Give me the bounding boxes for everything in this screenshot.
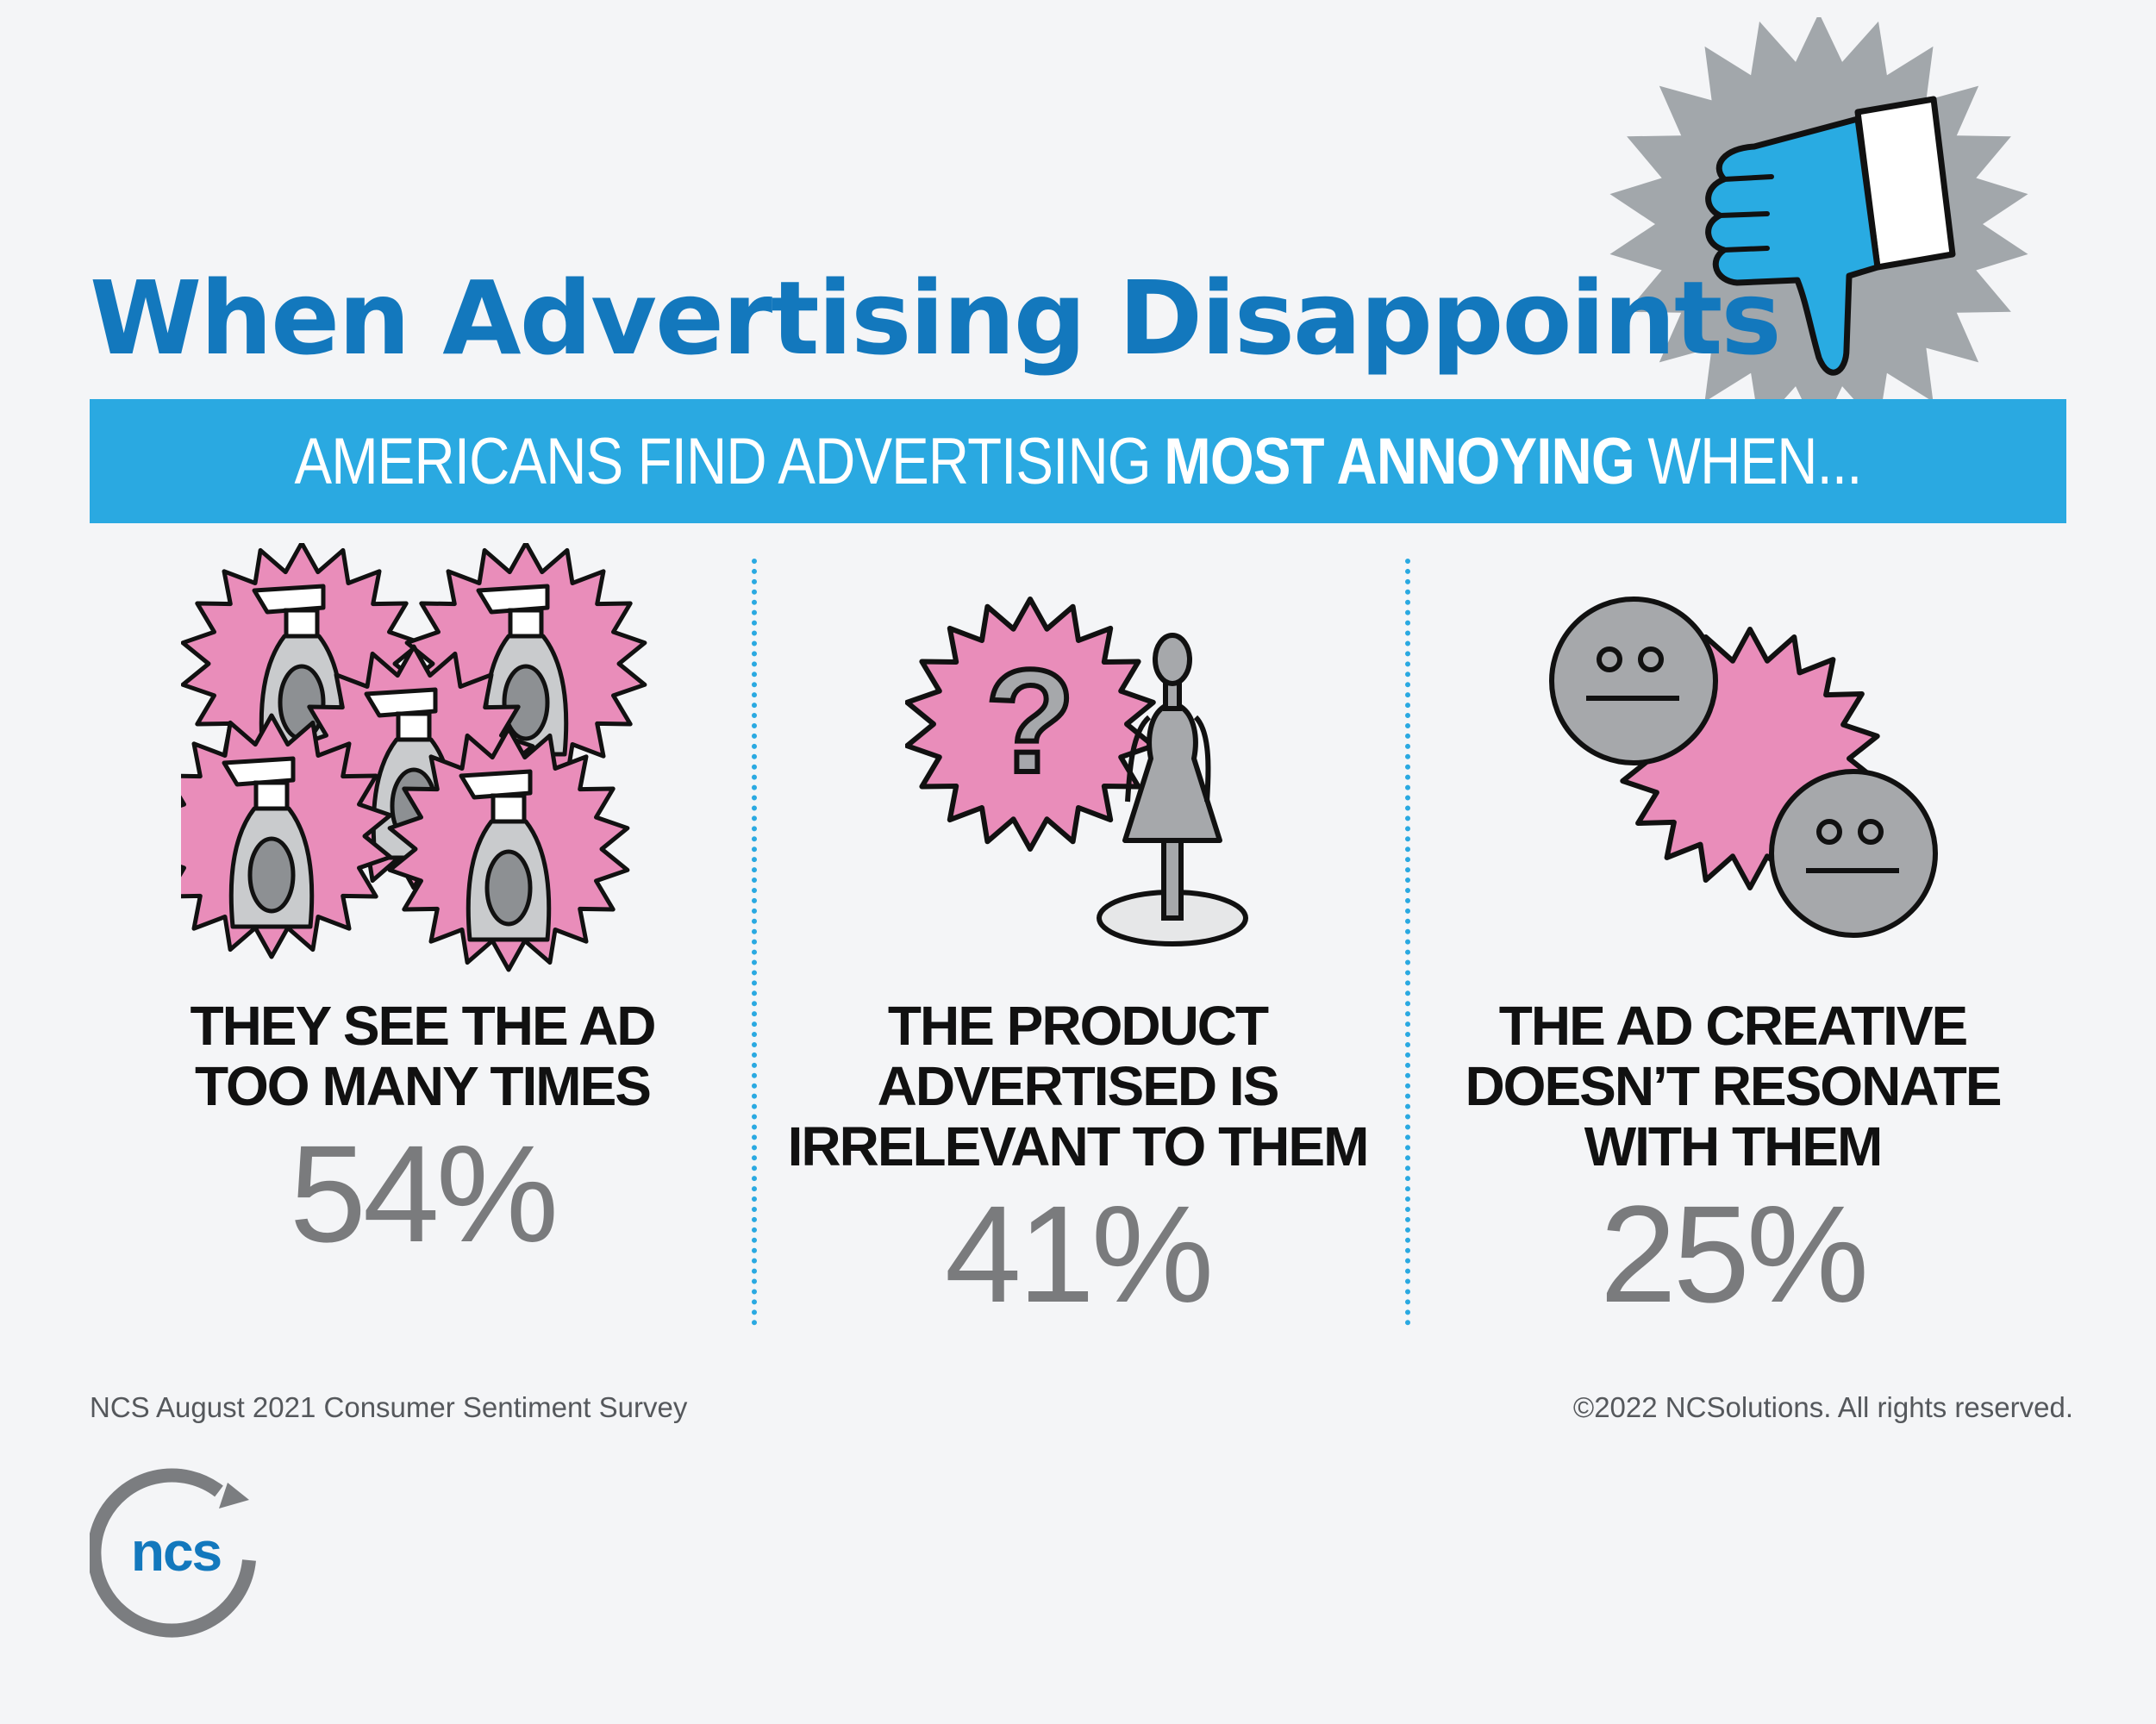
item-percent-3: 25% (1599, 1177, 1869, 1331)
banner-text: AMERICANS FIND ADVERTISING MOST ANNOYING… (228, 399, 1928, 523)
copyright-note: ©2022 NCSolutions. All rights reserved. (1572, 1391, 2073, 1423)
column-divider (752, 559, 757, 1326)
subtitle-banner: AMERICANS FIND ADVERTISING MOST ANNOYING… (90, 399, 2066, 523)
item-label-3: THE AD CREATIVE DOESN’T RESONATE WITH TH… (1465, 995, 2002, 1177)
item-percent-2: 41% (944, 1177, 1214, 1331)
neutral-face-icon (1549, 597, 1718, 765)
logo-text: ncs (130, 1521, 222, 1583)
column-divider (1405, 559, 1410, 1326)
spray-bottle-icon (387, 726, 630, 972)
spray-bottle-icon (181, 713, 393, 959)
neutral-face-icon (1769, 769, 1938, 938)
thumbs-down-badge-icon (1609, 17, 2028, 431)
banner-pre: AMERICANS FIND ADVERTISING (294, 424, 1151, 498)
item-percent-1: 54% (289, 1116, 559, 1271)
ncs-ring-icon (87, 1468, 256, 1638)
spray-bottles-bursts-icon (181, 543, 647, 972)
question-mannequin-icon: ? (905, 597, 1248, 946)
source-note: NCS August 2021 Consumer Sentiment Surve… (90, 1391, 688, 1423)
question-mark-icon: ? (985, 640, 1075, 803)
item-label-1: THEY SEE THE AD TOO MANY TIMES (190, 995, 657, 1117)
neutral-faces-icon (1549, 597, 1938, 938)
page-title: When Advertising Disappoints (90, 259, 1782, 378)
banner-strong: MOST ANNOYING (1164, 424, 1634, 498)
ncs-logo: ncs (87, 1465, 262, 1638)
item-label-2: THE PRODUCT ADVERTISED IS IRRELEVANT TO … (787, 995, 1370, 1177)
banner-post: WHEN... (1647, 424, 1862, 498)
